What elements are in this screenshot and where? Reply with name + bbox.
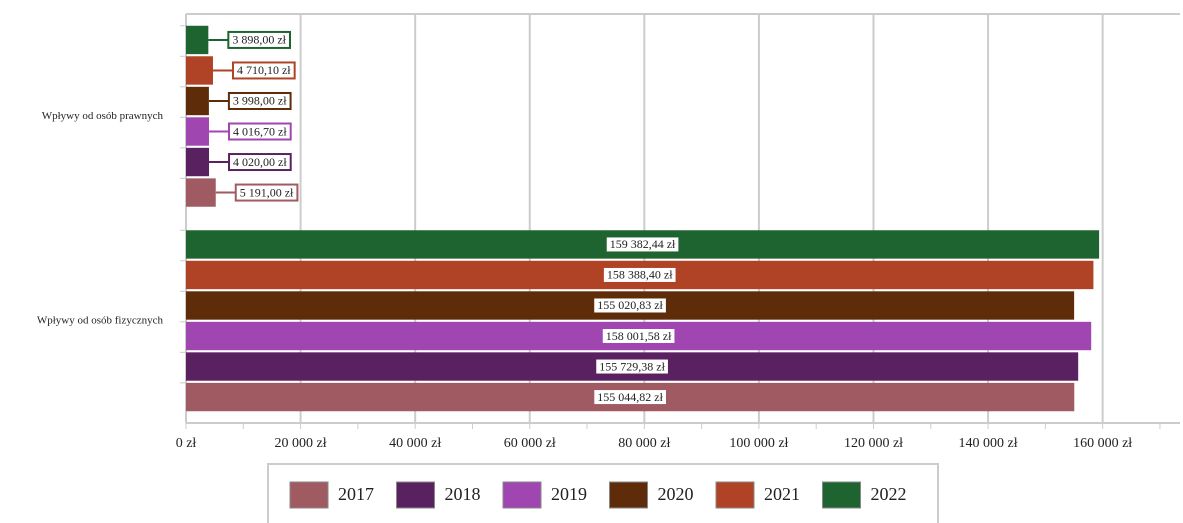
value-label: 5 191,00 zł [240,185,294,199]
x-tick-label: 40 000 zł [389,436,441,451]
legend-label: 2019 [551,484,587,504]
bar [186,86,209,116]
legend-label: 2020 [658,484,694,504]
value-label-box [601,265,678,284]
value-label: 155 729,38 zł [599,359,665,373]
legend-label: 2018 [445,484,481,504]
value-label-box [600,327,677,346]
legend-label: 2021 [764,484,800,504]
value-label-box [228,153,292,172]
x-tick-label: 20 000 zł [275,436,327,451]
value-label-box [592,296,668,315]
value-label-box [227,30,292,49]
bar [186,178,216,207]
x-tick-label: 100 000 zł [729,436,788,451]
value-label: 158 388,40 zł [607,268,673,282]
value-label: 3 998,00 zł [233,94,287,108]
value-label: 4 020,00 zł [233,155,287,169]
value-label: 4 710,10 zł [237,63,291,77]
x-tick-label: 60 000 zł [504,436,556,451]
legend-swatch [715,481,755,509]
x-tick-label: 140 000 zł [959,436,1018,451]
value-label-box [594,357,670,376]
bar [186,25,209,55]
value-label: 158 001,58 zł [606,329,672,343]
value-label-box [228,122,292,141]
x-tick-label: 80 000 zł [618,436,670,451]
category-label: Wpływy od osób prawnych [42,110,164,122]
value-label-box [231,61,296,80]
bar [186,56,213,85]
value-label: 155 020,83 zł [597,298,663,312]
value-label-box [227,91,292,110]
bar [186,147,210,177]
legend-swatch [822,481,861,509]
value-label: 159 382,44 zł [610,237,676,251]
category-label: Wpływy od osób fizycznych [37,314,164,326]
legend-label: 2022 [871,484,907,504]
value-label: 4 016,70 zł [233,124,287,138]
legend-swatch [396,481,435,509]
legend-label: 2017 [338,484,374,504]
value-label-box [234,183,299,202]
x-tick-label: 120 000 zł [844,436,903,451]
value-label-box [604,235,681,254]
value-label: 3 898,00 zł [232,33,286,47]
x-tick-label: 0 zł [176,436,197,451]
legend-swatch [609,481,648,509]
value-label-box [592,388,668,407]
value-label: 155 044,82 zł [597,390,663,404]
bar [186,117,210,146]
legend-swatch [289,481,329,509]
x-tick-label: 160 000 zł [1073,436,1132,451]
legend-swatch [502,481,542,509]
